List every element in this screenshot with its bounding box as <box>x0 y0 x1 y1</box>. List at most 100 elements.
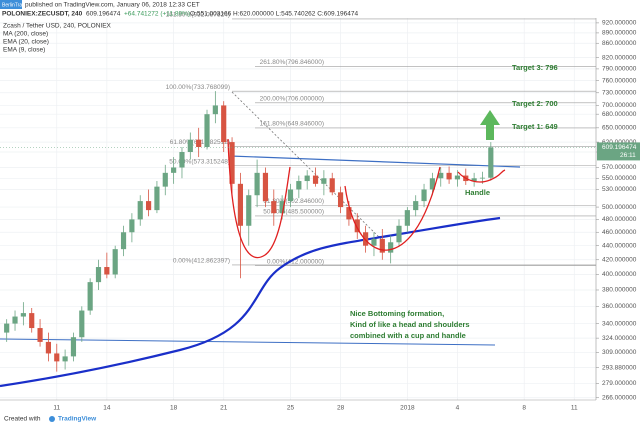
candles <box>4 91 494 372</box>
y-tick-label: 400.000000 <box>602 271 637 278</box>
candle-body <box>279 201 285 214</box>
y-tick-label: 460.000000 <box>602 229 637 236</box>
x-tick-label: 11 <box>571 405 578 412</box>
countdown: 26:11 <box>620 152 636 159</box>
candle-body <box>438 172 444 179</box>
candle-body <box>246 195 252 226</box>
logo <box>49 416 55 422</box>
last: 609.196474 <box>86 11 121 18</box>
left-shoulder <box>227 138 291 259</box>
candle-body <box>112 249 118 275</box>
candle-body <box>162 172 168 187</box>
x-tick-label: 11 <box>53 405 60 412</box>
note: Kind of like a head and shoulders <box>350 320 470 329</box>
target: Target 1: 649 <box>512 122 558 131</box>
fib-label: 161.80%(649.846000) <box>260 121 324 128</box>
target: Target 2: 700 <box>512 99 558 108</box>
candle-body <box>262 172 269 202</box>
y-tick-label: 309.000000 <box>602 349 637 356</box>
candle-body <box>45 341 52 354</box>
candle-body <box>321 178 327 184</box>
candle-body <box>154 186 160 211</box>
y-tick-label: 266.000000 <box>602 394 637 401</box>
y-tick-label: 279.000000 <box>602 380 637 387</box>
y-tick-label: 360.000000 <box>602 303 637 310</box>
x-tick-label: 28 <box>337 405 345 412</box>
y-tick-label: 570.000000 <box>602 164 637 171</box>
y-tick-label: 293.880000 <box>602 364 637 371</box>
candle-body <box>396 225 402 243</box>
candle-body <box>137 201 143 220</box>
y-tick-label: 550.000000 <box>602 175 637 182</box>
note: combined with a cup and handle <box>350 331 466 340</box>
cup <box>344 166 441 251</box>
candle-body <box>346 207 352 220</box>
axes: 920.000000 890.000000 860.000000 820.000000… <box>0 20 640 412</box>
ma-200 <box>0 216 501 388</box>
y-tick-label: 790.000000 <box>602 66 637 73</box>
candle-body <box>179 152 185 168</box>
y-tick-label: 650.000000 <box>602 125 637 132</box>
y-tick-label: 340.000000 <box>602 320 637 327</box>
y-tick-label: 700.000000 <box>602 102 637 109</box>
y-tick-label: 760.000000 <box>602 77 637 84</box>
candle-body <box>337 192 344 208</box>
note: Nice Bottoming formation, <box>350 309 444 318</box>
symbol: POLONIEX:ZECUSDT, 240 <box>2 11 83 18</box>
candle-body <box>196 139 202 148</box>
y-tick-label: 420.000000 <box>602 256 637 263</box>
candle-body <box>454 175 461 180</box>
candle-body <box>446 172 452 180</box>
legend: EMA (20, close) <box>3 39 49 46</box>
price-axis <box>596 18 640 402</box>
author: BerlinTrader593 <box>2 2 38 8</box>
y-tick-label: 530.000000 <box>602 186 637 193</box>
y-tick-label: 500.000000 <box>602 204 637 211</box>
candle-body <box>145 201 152 211</box>
last-price-box <box>597 142 640 161</box>
candle-body <box>371 238 377 246</box>
y-tick-label: 920.000000 <box>602 20 637 27</box>
brand: TradingView <box>58 416 97 423</box>
candle-body <box>312 175 319 184</box>
x-tick-label: 21 <box>220 405 228 412</box>
candle-body <box>304 175 310 182</box>
candle-body <box>104 267 110 275</box>
candle-body <box>187 139 193 153</box>
x-tick-label: 14 <box>103 405 111 412</box>
legend: MA (200, close) <box>3 31 48 38</box>
legend: Zcash / Tether USD, 240, POLONIEX <box>3 23 112 30</box>
fib-label: 0.00%(412.000000) <box>267 258 324 265</box>
candle-body <box>62 356 68 362</box>
candle-body <box>379 238 385 253</box>
candle-body <box>229 142 235 184</box>
quote: O:551.003166 H:620.000000 L:545.740262 C… <box>190 11 358 18</box>
x-tick-label: 18 <box>170 405 178 412</box>
candle-body <box>129 219 135 233</box>
handle-curve <box>457 169 506 183</box>
fib-label: 261.80%(796.846000) <box>260 59 324 66</box>
y-tick-label: 820.000000 <box>602 54 637 61</box>
avatar <box>0 0 22 9</box>
y-tick-label: 440.000000 <box>602 242 637 249</box>
fib-label: 50.00%(485.500000) <box>263 209 324 216</box>
handle-label: Handle <box>465 188 490 197</box>
x-tick-label: 25 <box>287 405 295 412</box>
candle-body <box>4 323 10 333</box>
candle-body <box>37 328 43 342</box>
y-tick-label: 730.000000 <box>602 89 637 96</box>
candle-body <box>54 353 60 362</box>
y-tick-label: 324.000000 <box>602 335 637 342</box>
last-price-label: 609.196474 <box>602 144 637 151</box>
y-tick-label: 480.000000 <box>602 216 637 223</box>
y-tick-label: 890.000000 <box>602 30 637 37</box>
candle-body <box>413 201 419 211</box>
fib-label: 100.00%(733.768099) <box>166 84 230 91</box>
candle-body <box>12 316 18 324</box>
fib-label: 61.80%(502.846000) <box>263 198 324 205</box>
candle-body <box>204 114 210 148</box>
neckline <box>229 155 521 168</box>
y-tick-label: 380.000000 <box>602 287 637 294</box>
candle-body <box>429 178 435 190</box>
